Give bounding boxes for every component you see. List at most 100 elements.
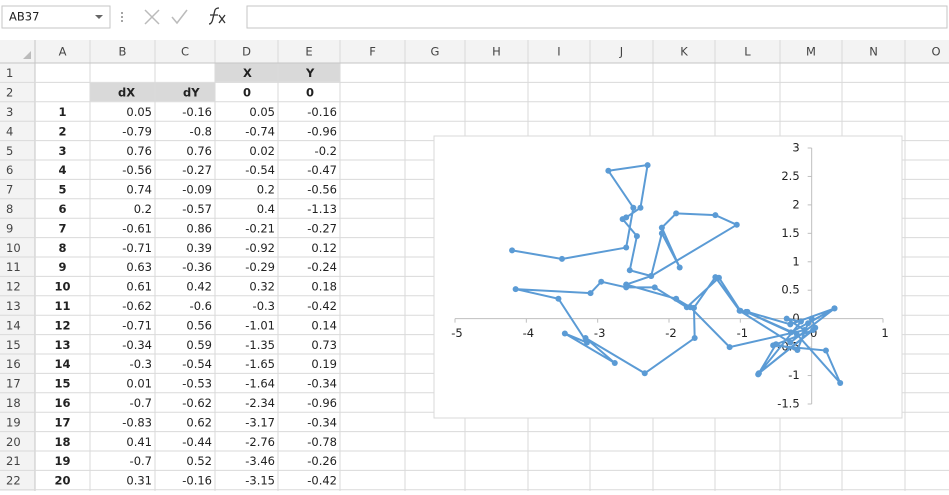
y-tick-label: 2: [792, 197, 799, 211]
cell: 0.76: [186, 144, 212, 158]
name-box-dropdown[interactable]: [95, 15, 103, 19]
cell: -0.2: [315, 144, 337, 158]
column-header: J: [619, 45, 623, 59]
cell: 2: [58, 124, 66, 138]
x-tick-label: -5: [451, 326, 462, 340]
data-point: [808, 315, 815, 322]
row-header: 5: [6, 144, 13, 158]
cell: 0.32: [249, 280, 275, 294]
data-point: [687, 304, 694, 311]
data-point: [805, 320, 812, 327]
separator-dot: [121, 12, 123, 14]
cell: 0: [306, 86, 314, 100]
column-header: H: [492, 45, 501, 59]
select-all[interactable]: [23, 51, 31, 59]
y-tick-label: 2.5: [781, 169, 799, 183]
cell: -0.16: [307, 105, 337, 119]
row-header: 17: [6, 377, 21, 391]
data-point: [582, 335, 589, 342]
data-point: [676, 264, 683, 271]
cell: -0.47: [307, 163, 337, 177]
data-point: [787, 339, 794, 346]
data-point: [733, 221, 740, 228]
data-point: [787, 329, 794, 336]
cell: 19: [54, 454, 70, 468]
data-point: [673, 210, 680, 217]
data-point: [737, 307, 744, 314]
cell: 0.42: [186, 280, 212, 294]
cell: 0.86: [186, 221, 212, 235]
y-tick-label: 1.5: [781, 226, 799, 240]
data-point: [787, 321, 794, 328]
row-header: 4: [6, 124, 13, 138]
cell: -0.34: [307, 415, 337, 429]
column-header: A: [59, 45, 67, 59]
cell: -0.26: [307, 454, 337, 468]
column-header: D: [242, 45, 251, 59]
cell: 11: [54, 299, 70, 313]
cell: dX: [118, 86, 135, 100]
cell: 0.62: [186, 415, 212, 429]
cell: 18: [54, 435, 70, 449]
x-tick-label: -2: [665, 326, 676, 340]
cell: -0.61: [122, 221, 152, 235]
column-header: L: [744, 45, 751, 59]
data-point: [673, 295, 680, 302]
cell: -1.65: [245, 357, 275, 371]
separator-dot: [121, 16, 123, 18]
cell: 0.2: [134, 202, 152, 216]
name-box-text: AB37: [9, 10, 39, 24]
cell: -0.54: [245, 163, 275, 177]
cell: 0.59: [186, 338, 212, 352]
cell: 9: [58, 260, 66, 274]
cell: 1: [58, 105, 66, 119]
cell: -0.96: [307, 396, 337, 410]
data-point: [726, 344, 733, 351]
cell: 0.76: [126, 144, 152, 158]
cell: -0.83: [122, 415, 152, 429]
cell: -0.78: [307, 435, 337, 449]
chart-area: [433, 135, 903, 419]
data-point: [783, 315, 790, 322]
data-point: [801, 327, 808, 334]
name-box[interactable]: [1, 5, 111, 29]
column-header: B: [119, 45, 127, 59]
cancel-icon[interactable]: [144, 9, 160, 25]
cell: -0.74: [245, 124, 275, 138]
cell: 0.52: [186, 454, 212, 468]
cell: 0.2: [257, 183, 275, 197]
formula-input[interactable]: [246, 5, 948, 29]
cell: -3.17: [245, 415, 275, 429]
cell: Y: [305, 66, 315, 80]
enter-icon[interactable]: [171, 9, 188, 25]
data-point: [630, 204, 637, 211]
data-point: [587, 290, 594, 297]
cell: -0.8: [190, 124, 212, 138]
row-header: 22: [6, 474, 21, 488]
row-header: 13: [6, 299, 21, 313]
cell: -0.42: [307, 299, 337, 313]
cell: 0.74: [126, 183, 152, 197]
cell: X: [243, 66, 252, 80]
cell: -0.62: [122, 299, 152, 313]
data-point: [626, 267, 633, 274]
row-header: 10: [6, 241, 21, 255]
row-header: 18: [6, 396, 21, 410]
cell: 0.61: [126, 280, 152, 294]
data-point: [797, 318, 804, 325]
cell: -3.15: [245, 474, 275, 488]
cell: -1.01: [245, 318, 275, 332]
cell: -1.35: [245, 338, 275, 352]
cell: 4: [58, 163, 66, 177]
cell: -0.71: [122, 318, 152, 332]
y-tick-label: -1: [788, 368, 799, 382]
cell: -0.53: [182, 377, 212, 391]
x-tick-label: 0: [810, 326, 817, 340]
cell: 0.31: [126, 474, 152, 488]
cell: 0.19: [311, 357, 337, 371]
data-point: [633, 233, 640, 240]
cell: 6: [58, 202, 66, 216]
cell: 10: [54, 280, 70, 294]
fx-icon[interactable]: [208, 7, 226, 25]
